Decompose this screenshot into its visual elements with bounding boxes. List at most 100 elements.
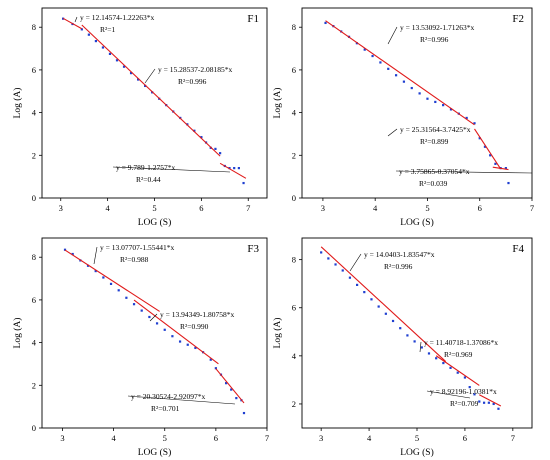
panel-label: F2 [512, 13, 524, 25]
data-point [371, 54, 374, 58]
data-point [418, 92, 421, 95]
data-point [456, 371, 459, 374]
data-point [178, 340, 182, 343]
data-point [230, 388, 233, 391]
fit-r-squared: R²=0.709 [450, 399, 479, 408]
fit-line [435, 355, 480, 386]
data-point [86, 264, 90, 267]
y-tick-label: 8 [292, 22, 296, 32]
data-point [449, 366, 452, 369]
data-point [465, 116, 468, 120]
data-point [148, 315, 151, 319]
x-tick-label: 7 [246, 203, 250, 213]
y-tick-label: 0 [32, 423, 36, 433]
annotation-pointer [387, 26, 398, 45]
fit-r-squared: R²=0.996 [384, 262, 413, 271]
data-point [102, 276, 105, 279]
data-point [434, 100, 437, 104]
data-point [129, 72, 133, 75]
data-point [132, 303, 136, 306]
y-tick-label: 2 [292, 150, 296, 160]
x-tick-label: 4 [373, 203, 378, 213]
plot-frame [301, 237, 533, 429]
y-axis-label: Log (A) [272, 318, 283, 349]
data-point [94, 269, 97, 273]
data-point [449, 108, 453, 111]
data-point [219, 152, 222, 155]
x-tick-label: 7 [265, 433, 269, 443]
fit-r-squared: R²=0.701 [151, 404, 180, 413]
data-point [324, 21, 327, 25]
fit-r-squared: R²=1 [100, 25, 115, 34]
y-axis-label: Log (A) [12, 88, 23, 119]
x-tick-label: 4 [367, 433, 372, 443]
data-point [115, 59, 119, 62]
x-tick-label: 7 [530, 203, 534, 213]
annotation-pointer [93, 246, 98, 265]
x-tick-label: 3 [60, 433, 64, 443]
data-point [214, 367, 217, 370]
data-point [399, 327, 402, 330]
fit-line [320, 246, 447, 362]
data-point [402, 80, 406, 83]
data-point [235, 397, 238, 400]
fit-line [64, 249, 160, 312]
data-point [334, 263, 337, 266]
x-tick-label: 5 [415, 433, 419, 443]
data-point [108, 52, 112, 55]
y-tick-label: 0 [292, 193, 296, 203]
data-point [144, 84, 147, 88]
data-point [122, 65, 126, 68]
data-point [209, 358, 212, 361]
x-tick-label: 5 [163, 433, 167, 443]
x-tick-label: 5 [425, 203, 429, 213]
annotation-pointer [395, 170, 533, 174]
fit-equation: y = 25.31564-3.7425*x [400, 125, 471, 134]
chart-panel-1: 3 4 5 6 7 0 2 4 6 8 LOG (S) Log (A) F1 y = 12.14574-1… [12, 7, 268, 228]
data-point [71, 252, 74, 256]
y-tick-label: 8 [32, 22, 36, 32]
fit-equation: y = 11.40718-1.37086*x [424, 338, 498, 347]
chart-panel-3: 3 4 5 6 7 0 2 4 6 8 LOG (S) Log (A) F3 y = 13.07707-1… [12, 237, 269, 458]
data-point [341, 269, 344, 272]
fit-equation: y = 20.30524-2.92097*x [131, 392, 205, 401]
annotation-pointer [349, 253, 362, 272]
data-point [194, 346, 197, 350]
x-tick-label: 4 [111, 433, 116, 443]
x-tick-label: 6 [199, 203, 203, 213]
y-tick-label: 4 [292, 351, 297, 361]
fit-r-squared: R²=0.44 [136, 175, 161, 184]
fit-equation: y = 9.789-1.2757*x [116, 163, 175, 172]
annotation-pointer [426, 390, 471, 399]
data-point [87, 33, 90, 36]
fit-equation: y = 15.28537-2.08185*x [158, 65, 232, 74]
data-point [494, 162, 497, 165]
fit-line [62, 17, 83, 30]
data-point [224, 382, 228, 385]
data-point [242, 181, 245, 185]
y-tick-label: 4 [32, 108, 37, 118]
data-point [320, 251, 323, 254]
data-point [487, 401, 490, 404]
annotation-pointer [74, 16, 78, 23]
y-axis-label: Log (A) [12, 318, 23, 349]
annotation-pointer [144, 68, 156, 84]
data-point [384, 312, 387, 315]
y-tick-label: 6 [32, 295, 36, 305]
x-tick-label: 3 [321, 203, 325, 213]
data-point [363, 48, 366, 51]
data-point [413, 340, 416, 343]
data-point [410, 86, 413, 90]
data-point [483, 145, 487, 148]
data-point [348, 276, 352, 279]
data-point [117, 289, 120, 292]
data-point [363, 291, 366, 294]
data-point [228, 167, 231, 170]
plot-frame [301, 7, 533, 199]
data-point [193, 129, 196, 132]
data-point [406, 334, 409, 337]
fit-line [81, 24, 221, 157]
data-point [233, 167, 236, 170]
panel-label: F1 [247, 13, 259, 25]
